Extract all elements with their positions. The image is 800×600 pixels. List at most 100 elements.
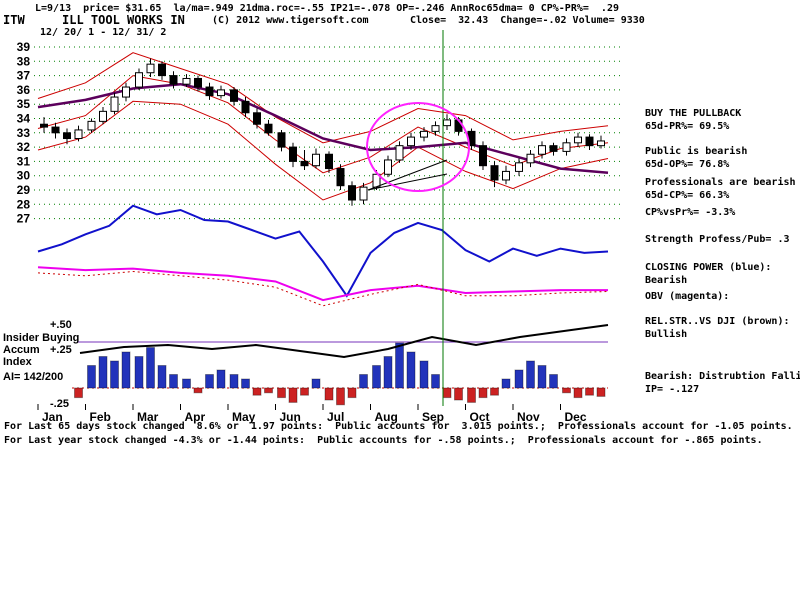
accum-bar-negative [193,387,203,394]
candle-body [87,120,96,131]
professional-sentiment-label: Professionals are bearish [645,177,796,188]
scale-minus25-label: -.25 [50,398,69,410]
accum-bar-negative [442,387,452,399]
price-tick-label: 38 [17,54,31,68]
candle-body [135,72,143,88]
company-name: ILL TOOL WORKS IN [62,13,185,27]
accum-bar-positive [549,374,558,389]
candle-body [253,112,261,125]
accum-bar-positive [121,351,131,389]
accum-bar-negative [300,387,309,396]
accum-bar-negative [277,387,286,399]
candle-body [289,146,297,162]
price-tick-label: 29 [17,183,31,197]
month-label: Sep [422,410,444,424]
accum-bar-positive [383,356,393,389]
scale-plus50-label: +.50 [50,319,72,331]
candle-body [63,132,71,140]
candle-body [597,140,605,147]
accum-bar-positive [98,356,108,389]
candle-body [502,170,510,181]
ip-value-label: IP= -.127 [645,384,700,395]
accum-index-value: AI= 142/200 [3,371,64,383]
candle-body [549,145,558,152]
candle-body [336,168,345,187]
candle-body [348,185,356,201]
candle-body [312,153,320,167]
accum-bar-negative [347,387,357,399]
public-sentiment-label: Public is bearish [645,146,748,157]
candle-body [407,136,415,147]
accum-bar-positive [431,374,440,389]
obv-line [37,266,608,302]
accum-bar-positive [157,365,167,389]
accum-bar-positive [406,351,416,389]
index-label: Index [3,356,32,368]
accum-bar-negative [336,387,345,406]
accum-bar-negative [74,387,83,399]
accum-bar-positive [169,374,178,389]
accum-bar-negative [585,387,594,396]
candle-body [490,165,499,181]
accum-bar-negative [454,387,463,401]
trend-line [367,173,448,191]
scale-plus25-label: +.25 [50,344,72,356]
candle-body [230,89,238,102]
candle-body [574,136,582,144]
month-label: Mar [137,410,159,424]
mid-band-line [37,75,609,174]
moving-average-line [37,82,609,175]
summary-year-line: For Last year stock changed -4.3% or -1.… [4,435,763,446]
month-label: Jul [327,410,344,424]
distribution-status: Bearish: Distrubtion Falling. [645,371,800,382]
accum-bar-positive [241,378,250,389]
candle-body [562,142,571,152]
candle-body [169,75,178,85]
month-label: Jun [280,410,301,424]
accum-bar-negative [264,387,273,394]
obv-header: OBV (magenta): [645,291,730,302]
candle-body [99,110,107,122]
month-label: Dec [565,410,587,424]
price-tick-label: 32 [17,140,31,154]
candle-body [241,100,250,114]
price-tick-label: 30 [17,169,31,183]
candle-body [264,123,273,134]
relative-strength-line [79,324,609,359]
highlight-circle [366,102,470,192]
price-tick-label: 34 [17,112,31,126]
candle-body [479,145,487,167]
price-tick-label: 31 [17,154,31,168]
price-tick-label: 27 [17,212,31,226]
dotted-indicator-line [37,270,609,307]
candle-body [384,159,392,175]
month-label: Oct [470,410,490,424]
accum-bar-positive [205,374,214,389]
indicator-stats-line: L=9/13 price= $31.65 la/ma=.949 21dma.ro… [35,3,619,14]
accum-label: Accum [3,344,40,356]
closing-power-line [37,204,609,298]
accum-bar-positive [216,369,226,389]
candle-body [74,129,83,140]
candle-body [146,63,155,74]
price-tick-label: 28 [17,197,31,211]
accum-bar-positive [501,378,511,389]
date-range-label: 12/ 20/ 1 - 12/ 31/ 2 [40,27,167,38]
accum-bar-positive [146,347,155,389]
candle-body [110,96,119,112]
relstr-header: REL.STR..VS DJI (brown): [645,316,790,327]
accum-bar-positive [311,378,321,389]
candle-body [443,119,451,127]
accum-bar-negative [478,387,488,399]
accum-bar-positive [372,365,381,389]
price-tick-label: 35 [17,97,31,111]
strength-ratio-label: Strength Profess/Pub= .3 [645,234,790,245]
cp-vs-pr-label: CP%vsPr%= -3.3% [645,207,736,218]
accum-bar-negative [490,387,499,396]
month-label: Apr [185,410,206,424]
accum-bar-positive [419,360,429,389]
candle-body [205,86,214,97]
month-label: May [232,410,256,424]
cp-percent-label: 65d-CP%= 66.3% [645,190,730,201]
